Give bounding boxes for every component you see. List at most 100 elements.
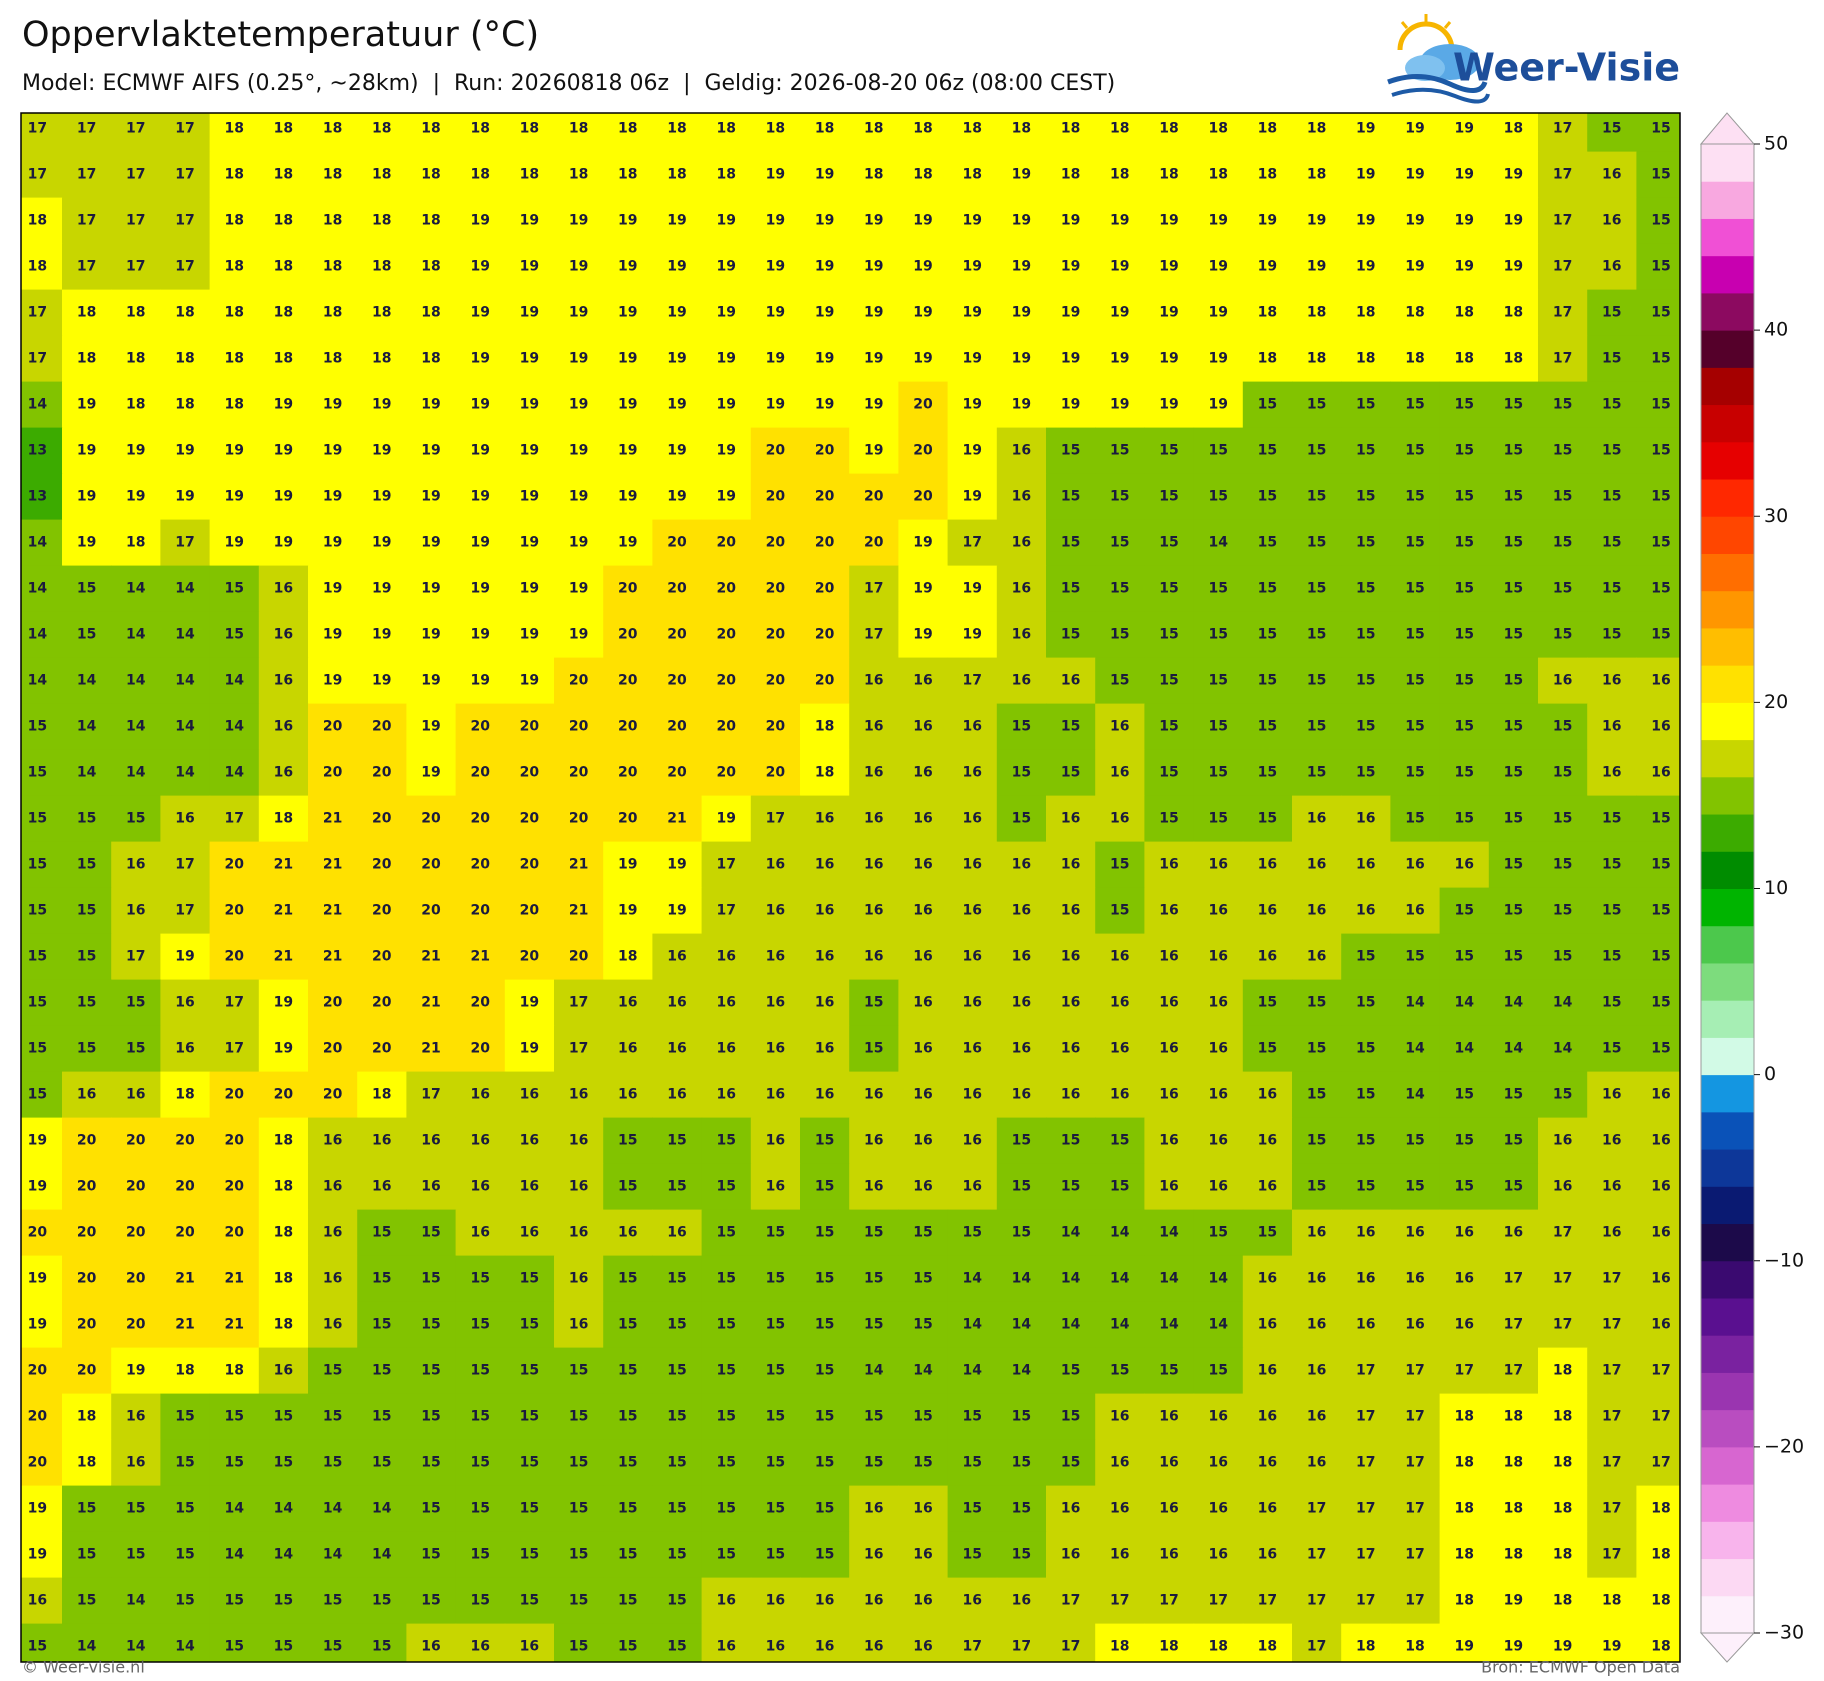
temperature-label: 15 [421,1271,440,1287]
temperature-cell [554,243,604,291]
temperature-cell [1046,519,1096,567]
temperature-label: 15 [1159,811,1178,827]
temperature-label: 15 [28,765,47,781]
temperature-label: 15 [1602,351,1621,367]
temperature-cell [849,151,899,199]
temperature-label: 15 [1356,995,1375,1011]
temperature-cell [406,611,457,659]
temperature-label: 20 [618,627,638,643]
temperature-label: 16 [913,949,932,965]
temperature-label: 19 [569,581,588,597]
temperature-cell [1193,427,1244,475]
temperature-label: 15 [1110,581,1129,597]
temperature-cell [849,243,899,291]
temperature-label: 15 [913,1225,932,1241]
temperature-label: 16 [913,857,932,873]
temperature-cell [111,243,161,291]
temperature-cell [406,565,457,613]
temperature-label: 15 [274,1409,293,1425]
temperature-label: 15 [618,1639,637,1655]
temperature-cell [308,243,358,291]
temperature-label: 17 [175,259,194,275]
temperature-label: 16 [864,1593,883,1609]
temperature-cell [111,703,161,751]
temperature-label: 16 [667,1041,686,1057]
temperature-cell [455,795,506,843]
temperature-label: 15 [274,1639,293,1655]
temperature-label: 15 [864,1225,883,1241]
temperature-label: 14 [1061,1225,1081,1241]
temperature-label: 20 [126,1179,146,1195]
temperature-label: 20 [716,627,736,643]
temperature-label: 19 [1258,259,1277,275]
temperature-label: 20 [766,673,786,689]
temperature-label: 15 [1553,397,1572,413]
temperature-label: 18 [1159,167,1178,183]
temperature-cell [652,795,703,843]
temperature-label: 20 [815,627,835,643]
temperature-label: 15 [1504,1133,1523,1149]
temperature-label: 19 [372,627,391,643]
temperature-label: 15 [1651,581,1670,597]
colorbar-segment [1701,1595,1754,1634]
temperature-label: 16 [1651,1225,1670,1241]
temperature-label: 19 [1405,121,1424,137]
temperature-label: 19 [962,213,981,229]
temperature-label: 16 [1504,1225,1523,1241]
temperature-label: 16 [1258,857,1277,873]
temperature-label: 16 [1012,489,1031,505]
temperature-label: 15 [421,1593,440,1609]
temperature-label: 16 [1651,1133,1670,1149]
temperature-cell [1292,611,1342,659]
temperature-label: 15 [1258,811,1277,827]
temperature-cell [308,151,358,199]
temperature-cell [308,335,358,383]
temperature-label: 19 [28,1317,47,1333]
temperature-label: 18 [224,351,243,367]
temperature-label: 15 [28,949,47,965]
temperature-label: 15 [28,1041,47,1057]
temperature-cell [800,703,850,751]
colorbar-segment [1701,255,1754,294]
temperature-cell [1242,427,1293,475]
temperature-label: 14 [1159,1225,1179,1241]
temperature-label: 18 [1504,351,1523,367]
temperature-label: 16 [864,1087,883,1103]
temperature-cell [455,151,506,199]
temperature-label: 17 [1651,1409,1670,1425]
temperature-label: 20 [323,765,343,781]
temperature-label: 21 [175,1271,194,1287]
temperature-cell [1341,565,1391,613]
temperature-label: 20 [28,1455,48,1471]
temperature-label: 15 [1061,1179,1080,1195]
temperature-label: 20 [716,673,736,689]
temperature-label: 15 [1651,627,1670,643]
temperature-label: 15 [1405,627,1424,643]
temperature-label: 17 [126,167,145,183]
temperature-cell [308,611,358,659]
temperature-label: 18 [421,121,440,137]
temperature-label: 13 [28,443,47,459]
temperature-label: 15 [1061,1409,1080,1425]
temperature-label: 20 [77,1133,97,1149]
temperature-cell [996,243,1047,291]
temperature-cell [1636,657,1680,705]
temperature-label: 15 [962,1225,981,1241]
temperature-label: 19 [618,489,637,505]
temperature-label: 16 [1307,903,1326,919]
temperature-cell [357,565,407,613]
temperature-label: 19 [1454,167,1473,183]
temperature-cell [160,519,211,567]
temperature-label: 16 [470,1179,489,1195]
temperature-label: 16 [1405,903,1424,919]
temperature-cell [1242,795,1293,843]
temperature-cell [1144,749,1195,797]
temperature-label: 20 [372,903,392,919]
temperature-label: 19 [77,397,96,413]
temperature-label: 14 [77,765,97,781]
colorbar-tick-label: −10 [1764,1249,1804,1271]
temperature-label: 16 [815,995,834,1011]
temperature-label: 16 [913,719,932,735]
temperature-cell [406,749,457,797]
temperature-label: 15 [224,1639,243,1655]
